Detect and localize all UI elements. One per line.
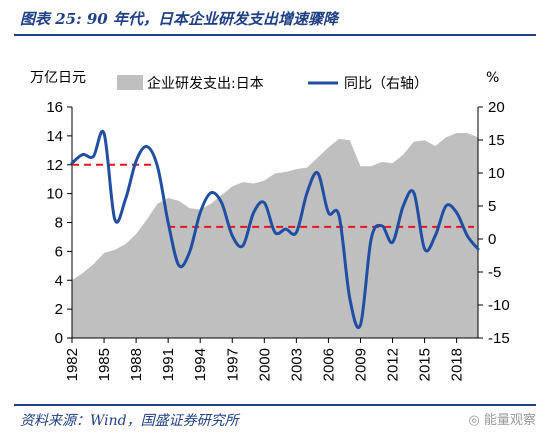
source-note: 资料来源：Wind，国盛证券研究所	[20, 413, 239, 429]
x-tick-label: 1997	[224, 348, 241, 381]
left-tick-label: 0	[55, 330, 63, 347]
line-series-yoy	[70, 129, 480, 329]
footer-rule	[14, 404, 536, 406]
x-tick-label: 1982	[64, 348, 81, 381]
right-axis-unit: %	[486, 70, 499, 86]
left-tick-label: 16	[46, 99, 63, 116]
tick-labels-layer: 0 2 4 6 8 10 12 14 16 -15 -10 -5 0 5 10 15 20 1982 1985 198…	[30, 70, 510, 381]
legend: 企业研发支出:日本 同比（右轴）	[117, 75, 428, 92]
chart-title: 图表 25: 90 年代，日本企业研发支出增速骤降	[20, 10, 338, 28]
right-tick-label: 15	[488, 132, 505, 149]
area-series-rd-spending	[72, 132, 478, 338]
x-tick-label: 1994	[192, 348, 209, 381]
legend-label-line: 同比（右轴）	[344, 76, 428, 92]
axes-layer	[67, 106, 483, 343]
title-rule	[14, 34, 536, 36]
right-tick-label: 10	[488, 165, 505, 182]
line-series-layer	[70, 129, 480, 329]
x-tick-label: 2009	[352, 348, 369, 381]
area-series-layer	[72, 132, 478, 338]
left-axis-unit: 万亿日元	[30, 70, 86, 86]
x-tick-label: 2006	[320, 348, 337, 381]
x-tick-label: 2015	[417, 348, 434, 381]
right-tick-label: -10	[488, 297, 510, 314]
x-tick-label: 1991	[160, 348, 177, 381]
left-tick-label: 2	[55, 301, 63, 318]
legend-label-area: 企业研发支出:日本	[147, 75, 264, 92]
left-tick-label: 12	[46, 157, 63, 174]
legend-swatch-area	[117, 75, 143, 90]
right-tick-label: 5	[488, 198, 496, 215]
left-tick-label: 14	[46, 128, 63, 145]
x-tick-label: 2012	[385, 348, 402, 381]
left-tick-label: 6	[55, 243, 63, 260]
watermark: ◎ 能量观察	[468, 413, 536, 428]
left-tick-label: 8	[55, 215, 63, 232]
left-tick-label: 4	[55, 272, 63, 289]
x-tick-label: 2003	[288, 348, 305, 381]
left-tick-label: 10	[46, 186, 63, 203]
x-tick-label: 2000	[256, 348, 273, 381]
right-tick-label: 20	[488, 99, 505, 116]
right-tick-label: -5	[488, 264, 501, 281]
reference-lines-layer	[72, 163, 474, 228]
x-tick-label: 1988	[128, 348, 145, 381]
right-tick-label: -15	[488, 330, 510, 347]
x-tick-label: 2018	[449, 348, 466, 381]
x-tick-label: 1985	[96, 348, 113, 381]
right-tick-label: 0	[488, 231, 496, 248]
